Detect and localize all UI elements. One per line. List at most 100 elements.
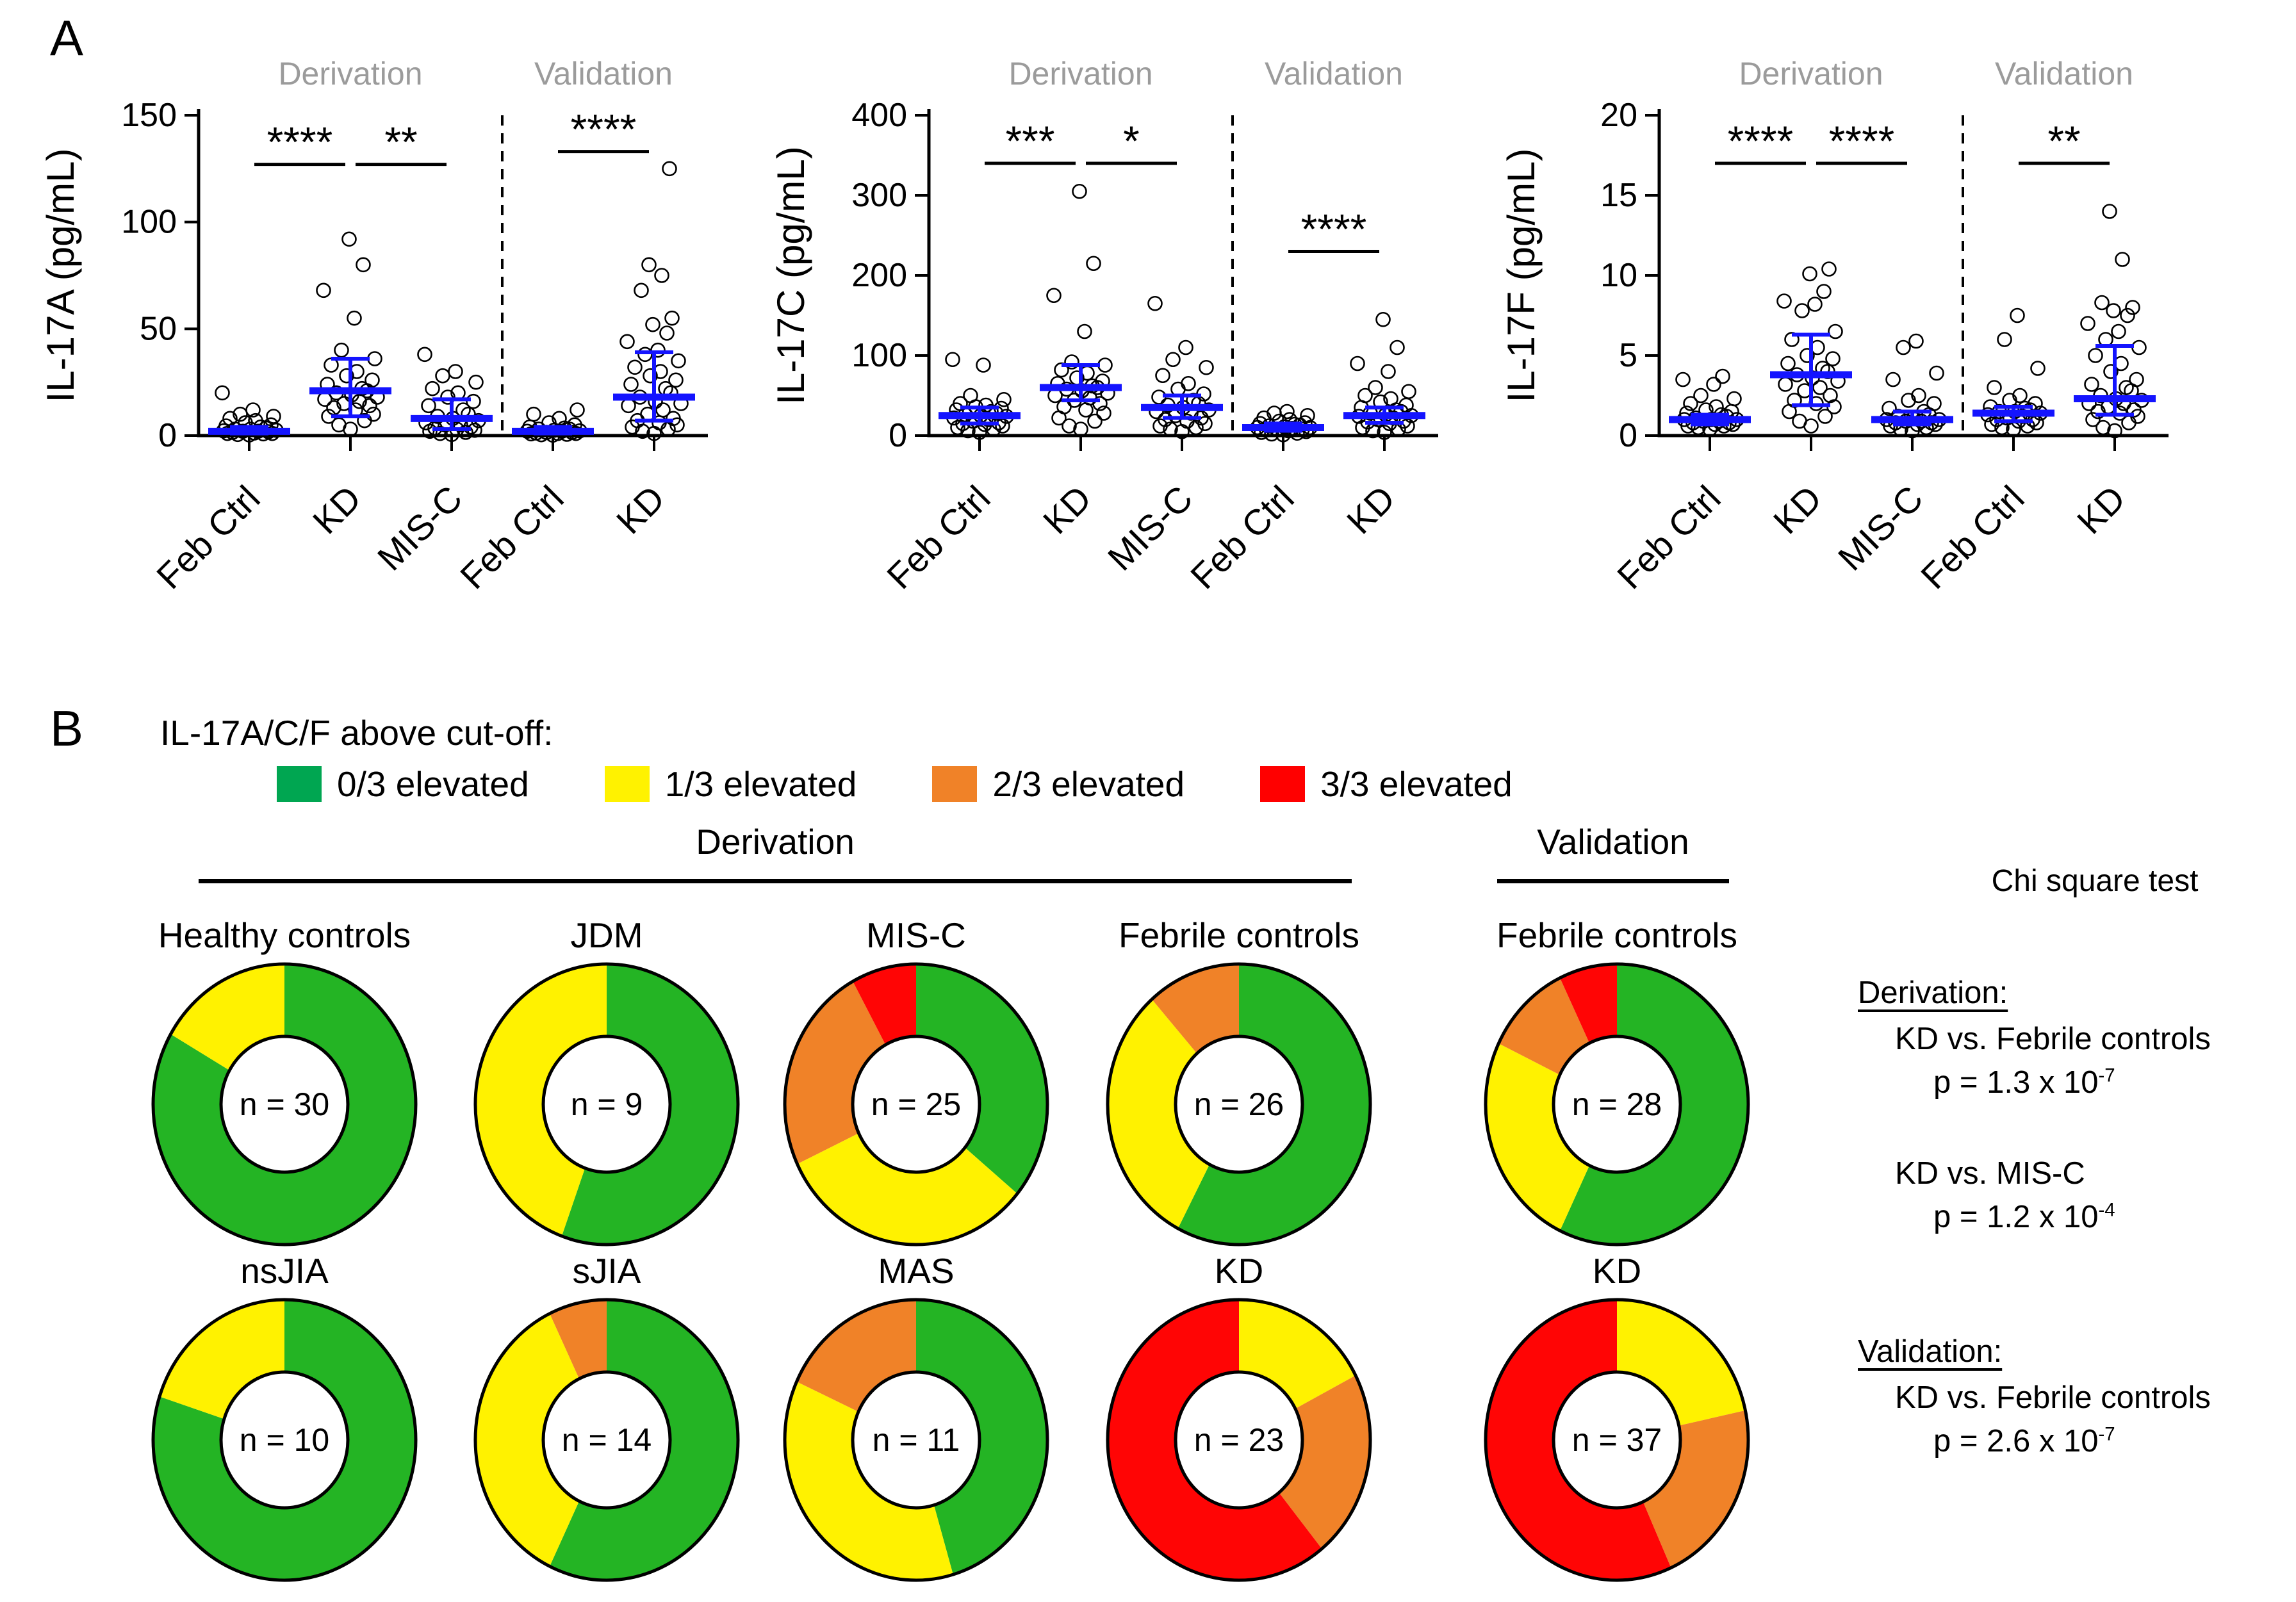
validation-section-header: Validation	[1537, 822, 1689, 862]
legend-swatch-0-3-elevated	[277, 766, 322, 802]
data-point	[1800, 348, 1815, 363]
panel-a-scatter-charts: Derivation Validation 0 50 100 150 IL-17A (pg/…	[0, 0, 2296, 685]
donut-inner-outline	[541, 1370, 672, 1510]
donut-slice-1-3-elevated	[797, 1133, 1017, 1245]
data-point	[995, 418, 1010, 434]
donut-n-label: n = 28	[1572, 1086, 1662, 1122]
data-point	[1147, 295, 1163, 311]
data-point	[1812, 380, 1828, 395]
data-point	[619, 334, 635, 350]
donut-inner-outline	[1552, 1034, 1682, 1174]
section-label-validation: Validation	[1995, 56, 2133, 92]
p-value-base: p = 1.2 x 10	[1933, 1200, 2099, 1234]
data-point	[976, 357, 991, 373]
data-point	[621, 398, 636, 414]
data-point	[1300, 407, 1315, 423]
donut-slice-3-3-elevated	[1486, 1300, 1671, 1580]
significance-stars: **	[384, 119, 417, 166]
y-tick-label: 100	[851, 337, 907, 374]
donut-slice-0-3-elevated	[152, 964, 416, 1245]
legend-item-3-3-elevated: 3/3 elevated	[1260, 764, 1513, 805]
data-point	[1181, 375, 1196, 391]
data-point	[1178, 339, 1193, 356]
data-point	[367, 351, 382, 366]
data-point	[634, 282, 649, 298]
data-point	[1926, 396, 1942, 411]
data-point	[1096, 405, 1111, 421]
data-point	[339, 368, 354, 384]
donut-slice-0-3-elevated	[1560, 964, 1749, 1245]
data-point	[1381, 364, 1396, 379]
data-point	[2103, 364, 2119, 379]
donut-slice-2-3-elevated	[1643, 1410, 1749, 1568]
donut-n-label: n = 9	[571, 1086, 643, 1122]
y-tick-label: 15	[1600, 177, 1637, 214]
data-point	[945, 352, 960, 368]
data-point	[2095, 420, 2111, 436]
p-value-exponent: -4	[2098, 1199, 2115, 1221]
donut-slice-3-3-elevated	[853, 964, 916, 1045]
scatter-chart-il-17f-pg-ml: Derivation Validation 0 5 10 15 20 IL-17F (pg/m…	[1473, 19, 2229, 666]
donut-outer-outline	[473, 1298, 740, 1582]
data-point	[2107, 423, 2122, 439]
donut-label-nsjia-1: nsJIA	[240, 1251, 329, 1291]
data-point	[623, 377, 639, 392]
scatter-plot-svg: Derivation Validation 0 100 200 300 400 IL-17C …	[769, 56, 1438, 596]
donut-slice-2-3-elevated	[1152, 964, 1239, 1054]
section-label-derivation: Derivation	[1739, 56, 1883, 92]
chi-square-title: Chi square test	[1991, 864, 2199, 898]
donut-outer-outline	[1106, 1298, 1372, 1582]
data-point	[1383, 391, 1398, 407]
donut-chart-kd-n23: n = 23	[1106, 1298, 1372, 1582]
data-point	[654, 268, 669, 283]
data-point	[245, 402, 261, 418]
donut-slice-0-3-elevated	[152, 1300, 416, 1580]
section-label-validation: Validation	[534, 56, 673, 92]
data-point	[1882, 400, 1897, 416]
section-label-derivation: Derivation	[278, 56, 422, 92]
data-point	[425, 380, 440, 396]
data-point	[2030, 361, 2046, 376]
data-point	[643, 368, 658, 384]
data-point	[432, 425, 448, 441]
data-point	[666, 411, 681, 427]
scatter-chart-il-17a-pg-ml: Derivation Validation 0 50 100 150 IL-17A (pg/…	[13, 19, 769, 666]
data-point	[1400, 418, 1415, 434]
donut-slice-3-3-elevated	[1560, 964, 1617, 1043]
data-point	[1279, 404, 1295, 420]
y-tick-label: 150	[121, 97, 177, 134]
donut-chart-febrile-controls-n26: n = 26	[1106, 962, 1372, 1246]
donut-label-febrile-controls-0: Febrile controls	[1119, 915, 1359, 955]
donut-n-label: n = 37	[1572, 1422, 1662, 1458]
donut-slice-0-3-elevated	[550, 1300, 739, 1580]
data-point	[1828, 323, 1843, 339]
donut-outer-outline	[1106, 962, 1372, 1246]
section-label-derivation: Derivation	[1008, 56, 1152, 92]
legend-swatch-3-3-elevated	[1260, 766, 1306, 802]
donut-outer-outline	[1484, 962, 1750, 1246]
data-point	[671, 353, 686, 369]
data-point	[1077, 323, 1092, 339]
donut-outer-outline	[783, 1298, 1049, 1582]
data-point	[1929, 365, 1944, 381]
donut-inner-outline	[851, 1370, 981, 1510]
panel-a-label: A	[50, 10, 84, 66]
data-point	[2010, 307, 2025, 323]
data-point	[2012, 388, 2028, 404]
data-point	[2131, 339, 2147, 356]
donut-inner-outline	[219, 1370, 350, 1510]
data-point	[1821, 261, 1837, 277]
stats-validation-heading: Validation:	[1858, 1334, 2003, 1369]
data-point	[627, 359, 643, 375]
p-value-base: p = 2.6 x 10	[1933, 1424, 2099, 1459]
data-point	[664, 310, 680, 326]
significance-stars: ****	[1301, 206, 1367, 253]
legend-swatch-1-3-elevated	[604, 766, 650, 802]
x-group-label-kd: KD	[305, 478, 369, 542]
data-point	[1693, 388, 1709, 404]
data-point	[2120, 307, 2135, 323]
data-point	[1706, 377, 1721, 392]
data-point	[1087, 413, 1103, 429]
x-group-label-feb-ctrl: Feb Ctrl	[1183, 478, 1301, 596]
legend-swatch-2-3-elevated	[932, 766, 978, 802]
